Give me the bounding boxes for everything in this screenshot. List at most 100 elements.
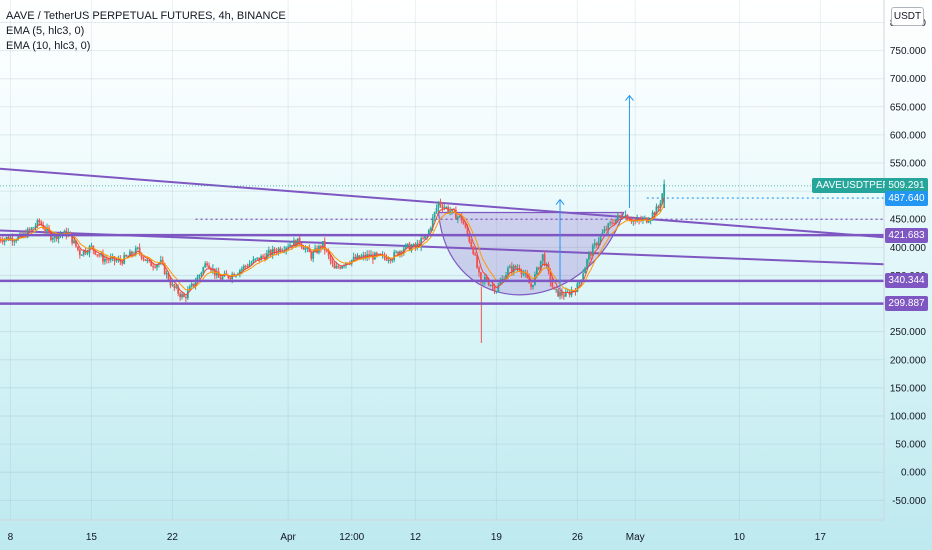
- candle: [281, 248, 284, 253]
- candle-body: [233, 274, 236, 277]
- candle-body: [358, 255, 361, 259]
- candle-body: [493, 285, 496, 292]
- ema-10-label[interactable]: EMA (10, hlc3, 0): [6, 40, 91, 52]
- y-tick-label: 0.000: [901, 468, 926, 479]
- candle: [331, 257, 334, 268]
- candle-body: [499, 281, 502, 286]
- candle-body: [287, 246, 290, 248]
- candle-body: [397, 251, 399, 256]
- candle: [181, 291, 183, 300]
- candle: [142, 256, 145, 262]
- time-axis[interactable]: 8 15 22 Apr 12:00 12 19 26 May 10 17: [8, 532, 827, 543]
- currency-badge[interactable]: USDT: [891, 7, 924, 26]
- candle-body: [595, 243, 598, 246]
- candle-body: [229, 277, 232, 279]
- candle: [80, 254, 83, 256]
- candle: [273, 247, 276, 256]
- candle-body: [3, 239, 6, 242]
- candle-body: [121, 261, 124, 264]
- candle: [65, 227, 68, 240]
- candle-body: [522, 273, 525, 275]
- candle-body: [406, 243, 409, 245]
- candle-body: [38, 220, 41, 223]
- candle: [223, 270, 226, 277]
- candle-body: [468, 234, 471, 242]
- candle-body: [389, 259, 392, 261]
- candle: [208, 262, 210, 269]
- candle: [171, 281, 174, 287]
- candle-body: [277, 248, 280, 253]
- candle-body: [26, 229, 29, 238]
- candle: [588, 250, 590, 264]
- candle-body: [657, 206, 660, 209]
- candle-body: [296, 238, 299, 247]
- candle-body: [208, 265, 210, 269]
- candle-body: [470, 241, 473, 247]
- candle-body: [169, 280, 172, 286]
- candle-body: [626, 214, 629, 220]
- candle-body: [537, 267, 540, 270]
- candle: [478, 265, 480, 277]
- candle: [595, 242, 598, 248]
- candle: [46, 223, 48, 235]
- candle-body: [262, 255, 264, 257]
- candle-body: [408, 243, 411, 251]
- candle-body: [152, 266, 155, 268]
- candle-body: [171, 284, 174, 286]
- candle-body: [36, 220, 39, 227]
- candle-body: [186, 290, 189, 298]
- price-tag-487: 487.640: [885, 190, 928, 206]
- candle: [323, 237, 326, 255]
- candle: [329, 254, 332, 265]
- candle-body: [418, 243, 421, 247]
- price-axis[interactable]: 800.000750.000700.000650.000600.000550.0…: [890, 18, 927, 507]
- candle: [489, 284, 492, 287]
- candle-body: [34, 226, 37, 228]
- candle-body: [134, 248, 137, 255]
- candle-body: [350, 259, 353, 264]
- candle-body: [30, 227, 33, 230]
- candle-body: [653, 212, 656, 215]
- candle: [553, 286, 556, 290]
- candle-body: [86, 253, 89, 255]
- candle: [165, 270, 168, 279]
- candle: [158, 262, 160, 268]
- candle: [289, 241, 291, 248]
- candle: [522, 270, 525, 277]
- candle-body: [127, 256, 129, 258]
- candle-body: [104, 258, 106, 262]
- candle-body: [599, 235, 602, 242]
- candle: [418, 240, 421, 249]
- candle-body: [285, 247, 288, 251]
- candle: [185, 295, 187, 303]
- candle-body: [620, 215, 623, 218]
- price-tag-421: 421.683: [885, 227, 928, 243]
- candle: [333, 260, 336, 269]
- candle: [437, 201, 440, 212]
- candle-body: [71, 233, 74, 244]
- candle-body: [256, 257, 259, 259]
- candle-body: [503, 278, 505, 281]
- candle-body: [564, 291, 567, 297]
- symbol-title[interactable]: AAVE / TetherUS PERPETUAL FUTURES, 4h, B…: [6, 10, 286, 22]
- candle: [605, 225, 608, 232]
- ema-lines: [0, 196, 665, 296]
- candle-body: [319, 245, 322, 249]
- candle: [148, 259, 151, 263]
- candle-body: [42, 224, 45, 229]
- candle: [152, 262, 155, 271]
- candle-body: [183, 294, 185, 298]
- candle-body: [431, 217, 434, 228]
- candle: [285, 246, 288, 255]
- candle-body: [655, 206, 658, 215]
- y-tick-label: 100.000: [890, 412, 927, 423]
- ema-5-label[interactable]: EMA (5, hlc3, 0): [6, 25, 85, 37]
- candle: [416, 239, 419, 251]
- candle-body: [510, 266, 513, 273]
- candle-body: [601, 232, 604, 236]
- candle: [393, 249, 396, 263]
- candle: [582, 269, 585, 281]
- x-tick-label: 12:00: [339, 532, 364, 543]
- y-tick-label: 750.000: [890, 46, 927, 57]
